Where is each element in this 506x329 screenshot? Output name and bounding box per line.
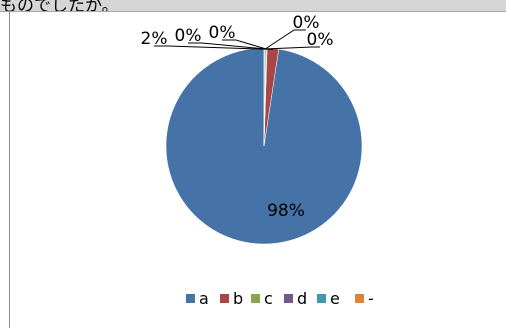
chart-title-fragment: ものでしたか。 (0, 0, 119, 12)
legend-swatch-1 (220, 294, 229, 303)
legend-swatch-4 (317, 294, 326, 303)
leader-line-5 (264, 46, 320, 50)
legend-swatch-5 (355, 294, 364, 303)
data-label-2: 0% (175, 26, 202, 46)
legend-swatch-2 (251, 294, 260, 303)
legend-label-4: e (330, 289, 340, 308)
legend-label-3: d (297, 289, 307, 308)
leader-line-1 (154, 45, 273, 50)
cut-off-title-band: ものでしたか。 (0, 0, 506, 12)
leader-line-3 (222, 39, 267, 50)
data-label-3: 0% (209, 23, 236, 43)
legend-label-2: c (264, 289, 273, 308)
legend-swatch-0 (186, 294, 195, 303)
legend-label-0: a (199, 289, 209, 308)
data-label-1: 2% (141, 29, 168, 49)
leader-line-2 (188, 42, 267, 50)
data-label-4: 0% (293, 13, 320, 33)
chart-area (9, 11, 505, 328)
legend-label-5: - (368, 289, 374, 308)
legend-label-1: b (233, 289, 243, 308)
leader-line-4 (264, 29, 306, 50)
data-label-5: 0% (307, 30, 334, 50)
legend-swatch-3 (284, 294, 293, 303)
data-label-0: 98% (267, 201, 305, 221)
